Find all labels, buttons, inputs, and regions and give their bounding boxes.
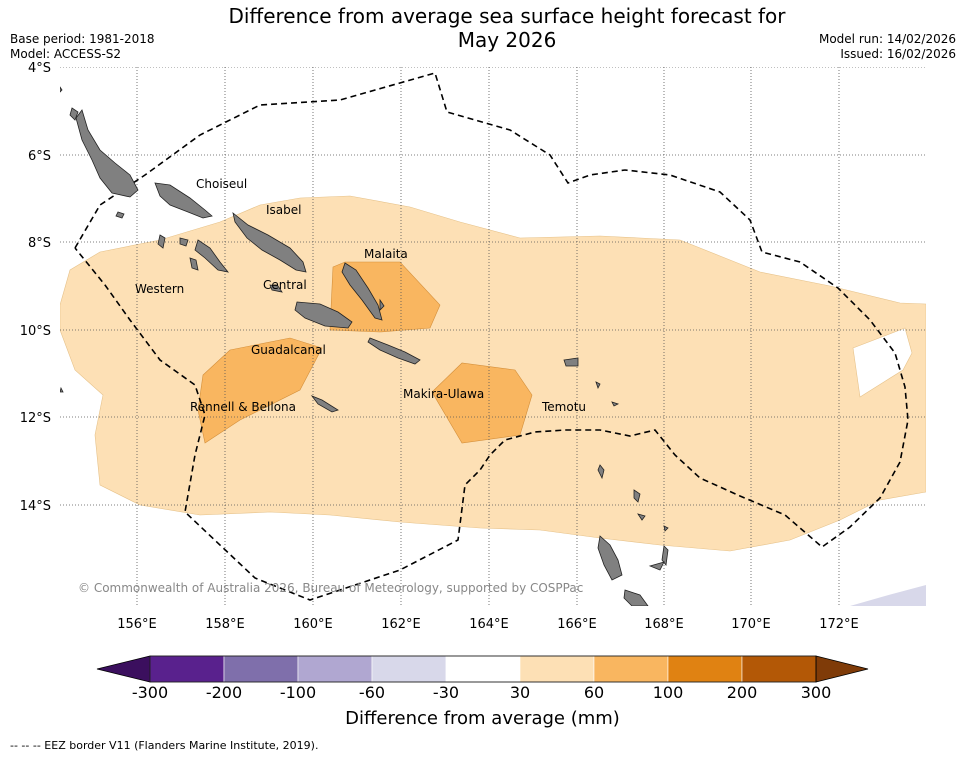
anomaly-region-hole (852, 327, 913, 398)
island-espiritu-santo (597, 535, 623, 581)
colorbar-segment (297, 655, 373, 683)
label-malaita: Malaita (364, 247, 408, 261)
island-malaita (341, 262, 383, 321)
page-title: Difference from average sea surface heig… (0, 4, 965, 52)
lat-label: 4°S (28, 61, 51, 76)
label-makira-ulawa: Makira-Ulawa (403, 387, 484, 401)
lon-label: 172°E (819, 617, 859, 632)
lon-label: 162°E (381, 617, 421, 632)
land-masses (60, 86, 669, 606)
island-utupua (611, 401, 620, 407)
lat-axis-labels: 4°S 6°S 8°S 10°S 12°S 14°S (20, 61, 51, 514)
colorbar-segment (371, 655, 447, 683)
island-feni (60, 86, 63, 93)
anomaly-region-neg60-neg30 (850, 585, 926, 606)
colorbar-tick: 300 (800, 683, 832, 702)
lon-label: 158°E (205, 617, 245, 632)
colorbar-tick: -300 (131, 683, 169, 702)
island-rennell (310, 395, 339, 413)
island-gaua (663, 525, 669, 532)
lat-label: 10°S (20, 324, 51, 339)
colorbar-segment (223, 655, 299, 683)
colorbar-tick: 100 (652, 683, 684, 702)
island-choiseul (154, 182, 213, 219)
island-new-georgia (194, 239, 229, 273)
lon-axis-labels: 156°E 158°E 160°E 162°E 164°E 166°E 168°… (117, 617, 859, 632)
colorbar-segment (667, 655, 743, 683)
province-labels: Choiseul Isabel Malaita Western Central … (135, 177, 586, 414)
title-line-1: Difference from average sea surface heig… (228, 4, 786, 28)
island-russell (269, 284, 283, 293)
island-torres (633, 489, 641, 503)
island-maewo (661, 545, 669, 566)
lon-label: 170°E (731, 617, 771, 632)
colorbar-tick: -30 (432, 683, 460, 702)
colorbar-segment (519, 655, 595, 683)
lon-label: 156°E (117, 617, 157, 632)
island-buka (69, 107, 79, 121)
island-vanikoro (597, 464, 605, 480)
copyright-text: © Commonwealth of Australia 2026, Bureau… (78, 581, 583, 595)
island-tanna (60, 386, 64, 393)
colorbar-tick: 60 (583, 683, 605, 702)
label-temotu: Temotu (541, 400, 586, 414)
island-vella (179, 237, 189, 247)
label-choiseul: Choiseul (196, 177, 247, 191)
lat-label: 8°S (28, 236, 51, 251)
title-line-2: May 2026 (457, 28, 557, 52)
lat-gridlines (60, 67, 926, 506)
island-malakula (623, 589, 649, 606)
colorbar-title: Difference from average (mm) (345, 708, 620, 729)
anomaly-region-60-100-makira (431, 362, 533, 444)
island-ambae (648, 561, 665, 571)
island-ranongga (189, 257, 199, 271)
issued-date: Issued: 16/02/2026 (840, 47, 956, 61)
lat-label: 14°S (20, 499, 51, 514)
lon-label: 166°E (557, 617, 597, 632)
header-right: Model run: 14/02/2026 Issued: 16/02/2026 (819, 32, 956, 62)
colorbar-segment (741, 655, 817, 683)
colorbar-segment (149, 655, 225, 683)
header-left: Base period: 1981-2018 Model: ACCESS-S2 (10, 32, 155, 62)
colorbar-segment (445, 655, 521, 683)
eez-border (74, 72, 909, 601)
colorbar-outline (149, 655, 817, 683)
island-shortlands (115, 211, 125, 219)
lat-label: 12°S (20, 411, 51, 426)
colorbar-tick: -200 (205, 683, 243, 702)
island-bougainville (75, 109, 139, 198)
island-banks (637, 513, 646, 521)
label-isabel: Isabel (266, 203, 301, 217)
model-name: Model: ACCESS-S2 (10, 47, 122, 61)
colorbar-tick: -60 (358, 683, 386, 702)
label-rennell-bellona: Rennell & Bellona (190, 400, 296, 414)
island-isabel (232, 211, 307, 273)
colorbar-extend-high (815, 655, 869, 683)
label-central: Central (263, 278, 307, 292)
colorbar-segment (593, 655, 669, 683)
colorbar (96, 655, 869, 683)
lat-label: 6°S (28, 149, 51, 164)
island-reef (595, 381, 601, 390)
island-makira (367, 337, 421, 365)
lon-label: 164°E (469, 617, 509, 632)
base-period: Base period: 1981-2018 (10, 32, 155, 46)
colorbar-tick: -100 (279, 683, 317, 702)
island-kolombangara (157, 234, 166, 249)
colorbar-tick: 30 (509, 683, 531, 702)
colorbar-tick: 200 (726, 683, 758, 702)
island-santa-cruz (563, 357, 579, 367)
lon-label: 160°E (293, 617, 333, 632)
lon-label: 168°E (644, 617, 684, 632)
label-western: Western (135, 282, 184, 296)
colorbar-extend-low (96, 655, 151, 683)
model-run: Model run: 14/02/2026 (818, 32, 956, 46)
island-guadalcanal (294, 301, 353, 329)
eez-legend-note: -- -- -- EEZ border V11 (Flanders Marine… (10, 739, 319, 752)
label-guadalcanal: Guadalcanal (251, 343, 326, 357)
island-small-malaita (379, 298, 385, 311)
